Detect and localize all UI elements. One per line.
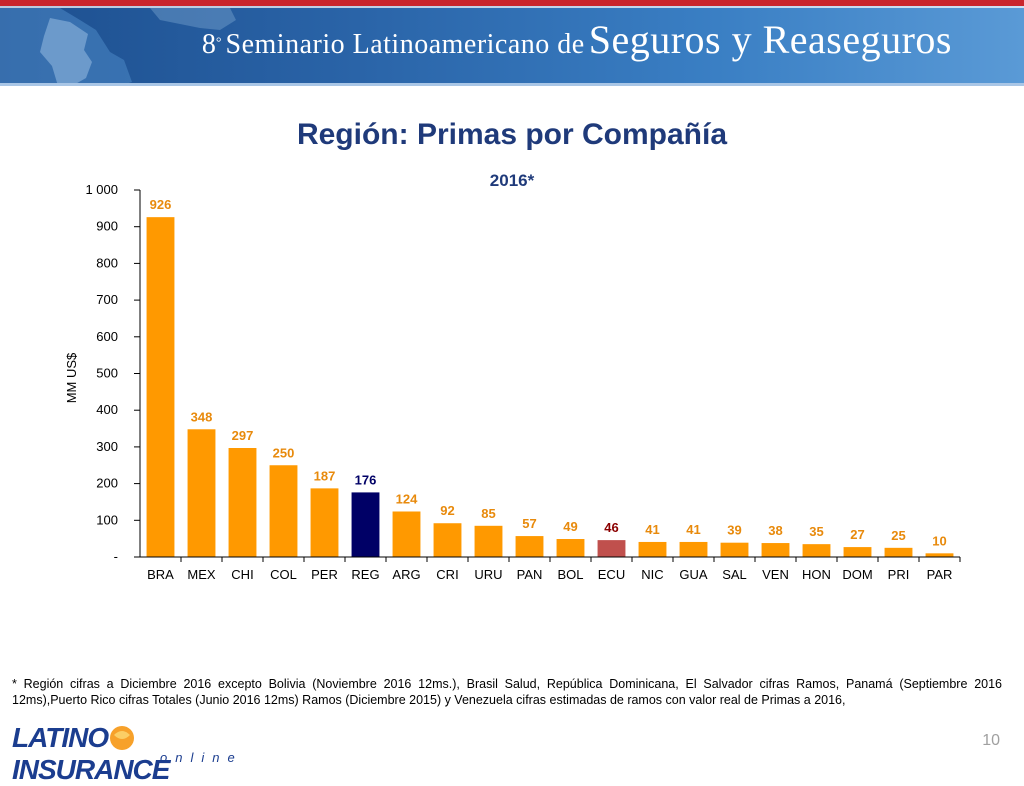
banner-title: 8° Seminario Latinoamericano de Seguros … <box>202 16 952 63</box>
banner-title-main: Seguros y Reaseguros <box>588 17 952 62</box>
globe-map-icon <box>0 8 236 86</box>
data-label-per: 187 <box>314 468 336 483</box>
bar-nic <box>638 541 667 557</box>
bar-par <box>925 553 954 557</box>
data-label-gua: 41 <box>686 522 700 537</box>
bar-hon <box>802 544 831 557</box>
page-title: Región: Primas por Compañía <box>296 118 728 151</box>
y-axis: - 100 200 300 400 500 600 700 800 900 1 000 <box>85 182 141 564</box>
data-label-ven: 38 <box>768 523 782 538</box>
x-tick-label: CRI <box>436 567 458 582</box>
data-label-sal: 39 <box>727 523 741 538</box>
x-tick-label: COL <box>270 567 297 582</box>
y-tick-label: 900 <box>96 219 118 234</box>
bar-bra <box>146 217 175 557</box>
bar-ecu <box>597 540 626 557</box>
bar-mex <box>187 429 216 557</box>
x-tick-label: PRI <box>888 567 910 582</box>
bar-per <box>310 488 339 557</box>
x-tick-label: PAR <box>927 567 953 582</box>
bar-ven <box>761 543 790 557</box>
x-tick-label: BOL <box>557 567 583 582</box>
data-label-chi: 297 <box>232 428 254 443</box>
y-tick-label: 200 <box>96 476 118 491</box>
x-tick-label: HON <box>802 567 831 582</box>
y-tick-label: - <box>114 549 118 564</box>
data-label-uru: 85 <box>481 506 495 521</box>
banner-bottom-stripe <box>0 83 1024 86</box>
header-banner: 8° Seminario Latinoamericano de Seguros … <box>0 0 1024 86</box>
data-label-hon: 35 <box>809 524 823 539</box>
data-label-dom: 27 <box>850 527 864 542</box>
x-tick-label: DOM <box>842 567 872 582</box>
banner-title-prefix: Seminario Latinoamericano de <box>225 29 585 60</box>
y-axis-label: MM US$ <box>64 352 79 403</box>
y-tick-label: 700 <box>96 292 118 307</box>
y-tick-label: 400 <box>96 402 118 417</box>
logo-subtext: online <box>160 750 243 765</box>
y-tick-label: 300 <box>96 439 118 454</box>
banner-stripe <box>0 6 1024 8</box>
bar-chart: - 100 200 300 400 500 600 700 800 900 1 000 926 348… <box>64 182 961 582</box>
chart-subtitle: 2016* <box>489 171 535 190</box>
x-tick-label: ARG <box>392 567 420 582</box>
y-tick-label: 600 <box>96 329 118 344</box>
data-label-bol: 49 <box>563 519 577 534</box>
x-tick-label: ECU <box>598 567 625 582</box>
logo-text-left: LATINO <box>12 722 109 753</box>
bar-sal <box>720 542 749 557</box>
data-label-bra: 926 <box>150 197 172 212</box>
data-label-reg: 176 <box>355 472 377 487</box>
bar-pri <box>884 547 913 557</box>
footnote: * Región cifras a Diciembre 2016 excepto… <box>12 677 1002 707</box>
x-tick-label: REG <box>351 567 379 582</box>
logo-globe-icon <box>110 726 135 750</box>
data-label-pan: 57 <box>522 516 536 531</box>
logo-text-right: INSURANCE <box>12 754 170 785</box>
y-tick-label: 500 <box>96 366 118 381</box>
y-tick-label: 800 <box>96 255 118 270</box>
data-label-col: 250 <box>273 445 295 460</box>
banner-title-degree: ° <box>215 35 222 51</box>
x-tick-label: NIC <box>641 567 663 582</box>
bar-chi <box>228 448 257 557</box>
x-tick-label: GUA <box>679 567 708 582</box>
x-tick-label: PAN <box>517 567 543 582</box>
y-tick-label: 100 <box>96 512 118 527</box>
page-number: 10 <box>982 732 1000 749</box>
bar-bol <box>556 539 585 557</box>
x-tick-label: URU <box>474 567 502 582</box>
y-tick-label: 1 000 <box>85 182 118 197</box>
bar-reg <box>351 492 380 557</box>
x-tick-label: CHI <box>231 567 253 582</box>
data-label-nic: 41 <box>645 522 659 537</box>
data-label-pri: 25 <box>891 528 905 543</box>
bar-uru <box>474 525 503 557</box>
bar-col <box>269 465 298 557</box>
bar-dom <box>843 547 872 557</box>
data-label-cri: 92 <box>440 503 454 518</box>
banner-top-stripe <box>0 0 1024 6</box>
data-label-ecu: 46 <box>604 520 618 535</box>
bar-cri <box>433 523 462 557</box>
data-label-par: 10 <box>932 533 946 548</box>
x-tick-label: SAL <box>722 567 747 582</box>
bar-pan <box>515 536 544 557</box>
latino-insurance-logo: LATINO INSURANCE online <box>12 722 252 785</box>
data-label-mex: 348 <box>191 409 213 424</box>
x-axis: BRA MEX CHI COL PER REG ARG CRI URU PAN BOL ECU NIC G… <box>140 556 961 582</box>
bar-arg <box>392 511 421 557</box>
banner-title-number: 8 <box>201 29 216 60</box>
data-label-arg: 124 <box>396 491 418 506</box>
x-tick-label: VEN <box>762 567 789 582</box>
x-tick-label: MEX <box>187 567 216 582</box>
x-tick-label: BRA <box>147 567 174 582</box>
bars: 926 348 297 250 187 176 124 92 85 57 49 46 41 41 39 38 3… <box>146 197 954 557</box>
x-tick-label: PER <box>311 567 338 582</box>
bar-gua <box>679 541 708 557</box>
